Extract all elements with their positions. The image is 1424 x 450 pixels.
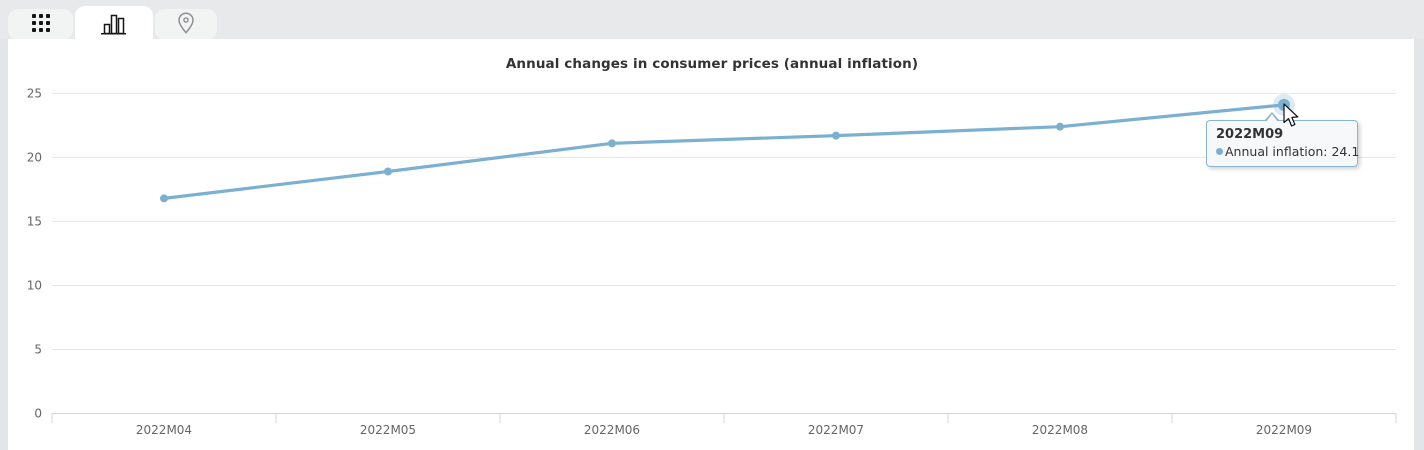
x-axis-tick-label: 2022M09 [1256,423,1312,437]
x-axis-tick-label: 2022M06 [584,423,640,437]
y-axis-tick-label: 5 [34,342,42,356]
data-point-2022M06[interactable] [608,139,616,148]
chart-panel [8,39,1414,450]
data-point-2022M07[interactable] [832,131,840,140]
tab-table-view[interactable] [8,9,73,40]
tooltip-date: 2022M09 [1216,127,1284,142]
data-point-2022M08[interactable] [1056,122,1064,131]
grid-icon [31,13,51,37]
map-pin-icon [176,11,196,38]
tooltip-value: Annual inflation: 24.1 [1225,144,1360,159]
y-axis-tick-label: 10 [27,278,42,292]
tab-map-view[interactable] [155,9,217,40]
tooltip-series-row: Annual inflation: 24.1 [1216,143,1359,160]
y-axis-tick-label: 25 [27,86,42,100]
series-marker-icon [1216,148,1223,155]
x-axis-tick-label: 2022M07 [808,423,864,437]
series-line [162,103,1286,200]
bar-chart-icon [100,13,128,41]
chart-tooltip: 2022M09 Annual inflation: 24.1 [1206,112,1359,167]
x-axis-tick-label: 2022M08 [1032,423,1088,437]
x-axis-tick-label: 2022M04 [136,423,192,437]
y-axis-tick-label: 15 [27,214,42,228]
y-axis-tick-label: 0 [34,407,42,421]
mouse-cursor [1283,103,1301,133]
y-axis-tick-label: 20 [27,150,42,164]
data-point-2022M04[interactable] [160,194,168,203]
chart-title: Annual changes in consumer prices (annua… [505,56,919,72]
data-point-2022M05[interactable] [384,167,392,176]
x-axis-tick-label: 2022M05 [360,423,416,437]
